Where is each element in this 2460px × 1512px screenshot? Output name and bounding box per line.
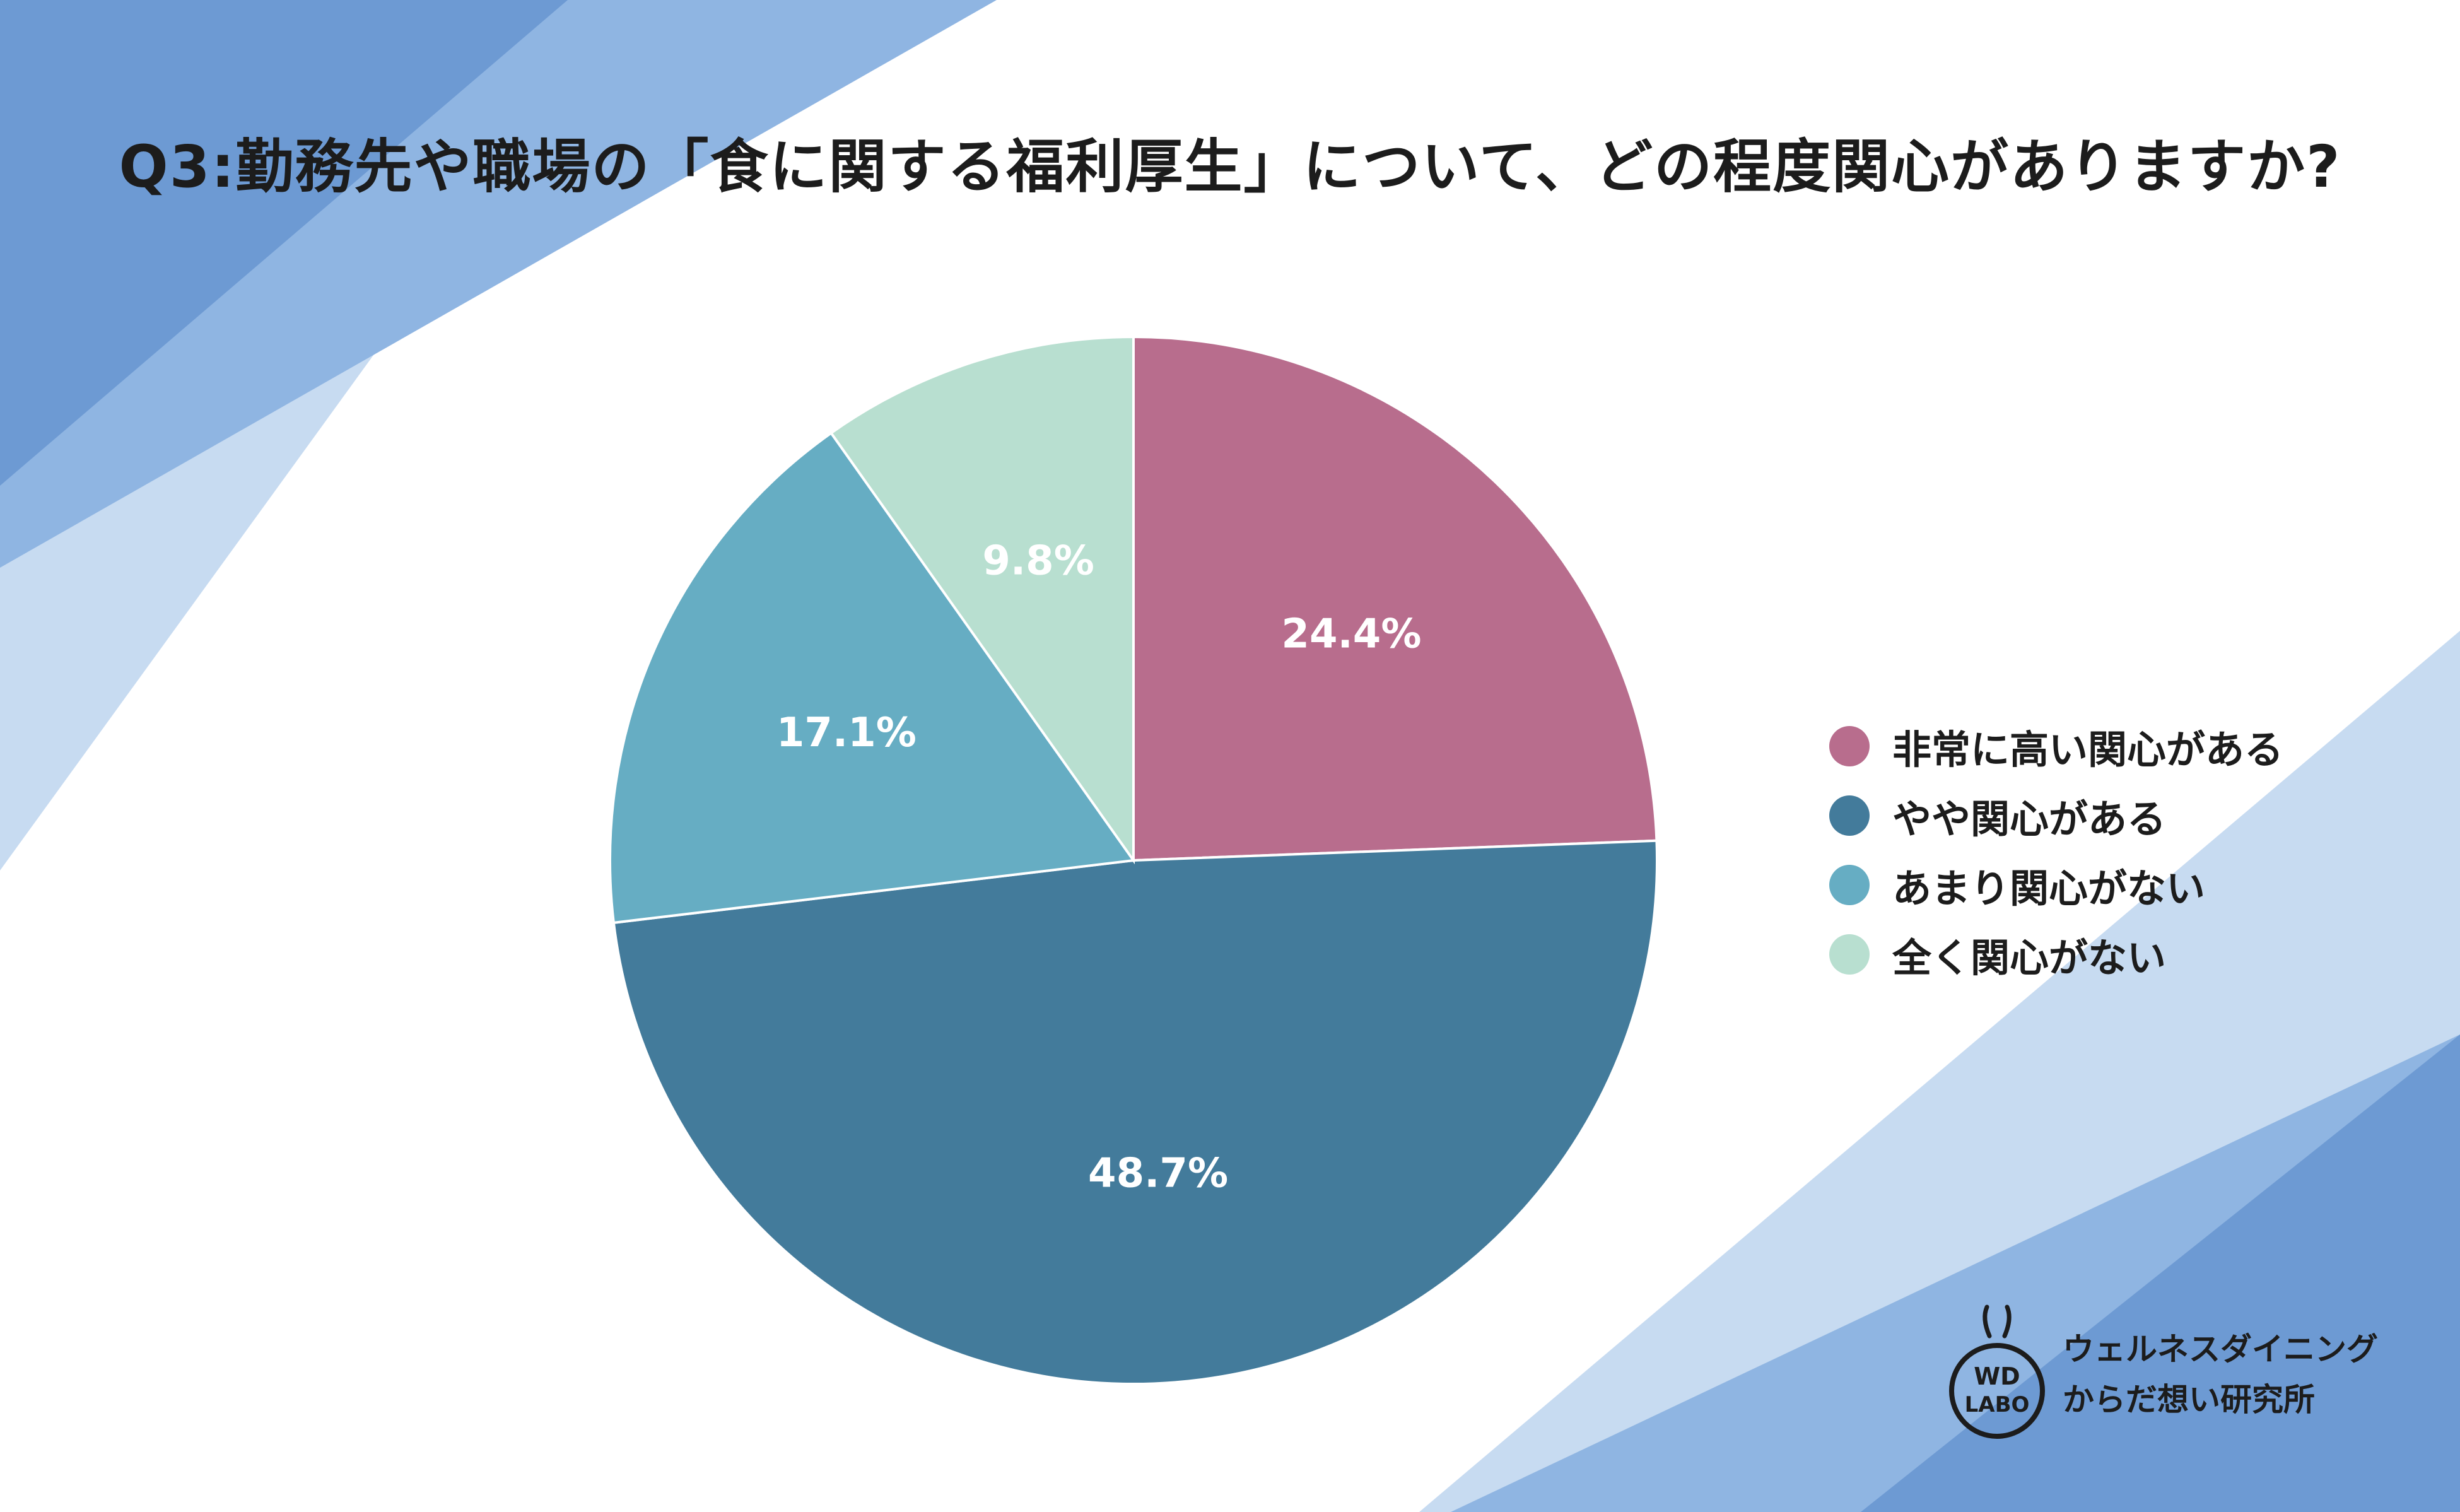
pie-slice — [1132, 335, 1658, 862]
brand-mark: WD LABO ウェルネスダイニング からだ想い研究所 — [1936, 1299, 2378, 1445]
pie-value-labels: 24.4% 48.7% 17.1% 9.8% — [776, 537, 1422, 1197]
legend-item: あまり関心がない — [1829, 864, 2283, 911]
band-bottom-right-dark — [1861, 1034, 2460, 1512]
legend-swatch — [1829, 934, 1870, 975]
pie-value-label: 9.8% — [982, 537, 1094, 584]
brand-logo-line2: LABO — [1965, 1392, 2030, 1417]
flask-icon: WD LABO — [1949, 1304, 2045, 1439]
chart-title: Q3:勤務先や職場の「食に関する福利厚生」について、どの程度関心がありますか? — [119, 133, 2341, 201]
pie-value-label: 48.7% — [1088, 1150, 1228, 1197]
legend-label: 全く関心がない — [1892, 935, 2167, 981]
legend-label: 非常に高い関心がある — [1892, 727, 2284, 773]
pie-value-label: 17.1% — [776, 710, 917, 756]
brand-line2: からだ想い研究所 — [2063, 1381, 2315, 1418]
legend-item: やや関心がある — [1829, 795, 2283, 842]
pie-slice — [829, 335, 1135, 865]
brand-text: ウェルネスダイニング からだ想い研究所 — [2063, 1324, 2378, 1420]
legend-item: 全く関心がない — [1829, 934, 2283, 981]
legend: 非常に高い関心がある やや関心がある あまり関心がない 全く関心がない — [1829, 725, 2283, 981]
legend-swatch — [1829, 795, 1870, 836]
legend-label: あまり関心がない — [1892, 865, 2206, 911]
brand-line1: ウェルネスダイニング — [2063, 1331, 2378, 1368]
pie-slice — [612, 839, 1658, 1385]
legend-item: 非常に高い関心がある — [1829, 725, 2283, 773]
legend-swatch — [1829, 865, 1870, 905]
brand-logo-line1: WD — [1974, 1363, 2020, 1390]
legend-label: やや関心がある — [1892, 796, 2167, 842]
legend-swatch — [1829, 726, 1870, 766]
band-top-left-dark — [0, 0, 568, 486]
pie-slices — [609, 335, 1658, 1385]
pie-slice — [609, 431, 1136, 925]
pie-value-label: 24.4% — [1281, 611, 1421, 657]
